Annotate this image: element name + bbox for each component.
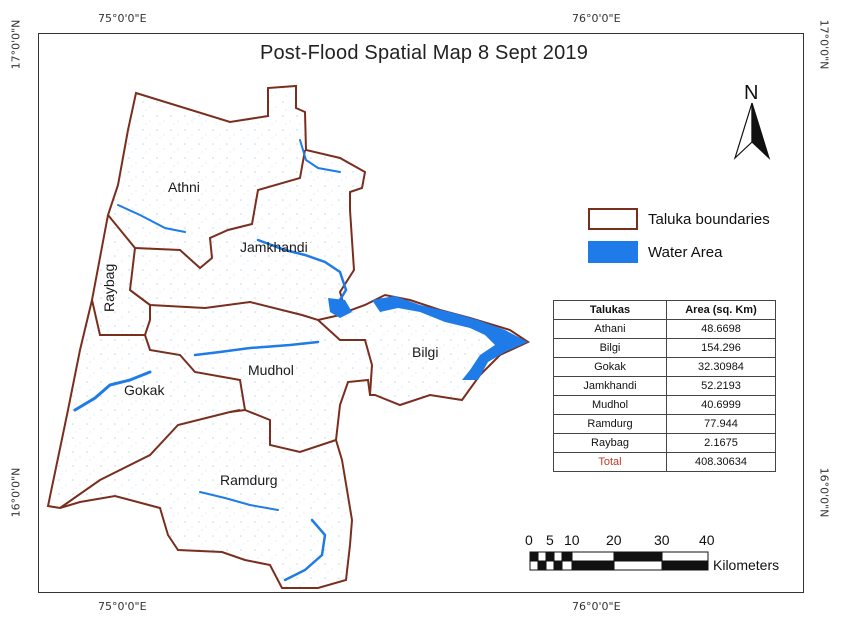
taluka-name: Gokak [553, 357, 667, 377]
river-athni [117, 204, 186, 233]
taluka-area: 154.296 [666, 338, 776, 358]
taluka-name: Jamkhandi [553, 376, 667, 396]
taluka-boundaries [59, 149, 374, 509]
table-row: Athani 48.6698 [553, 319, 776, 339]
north-arrow-icon [733, 102, 771, 160]
taluka-name: Mudhol [553, 395, 667, 415]
taluka-area: 77.944 [666, 414, 776, 434]
river-mudhol [193, 340, 320, 357]
map-title: Post-Flood Spatial Map 8 Sept 2019 [259, 42, 589, 64]
scale-unit: Kilometers [713, 557, 780, 573]
table-header-row: Talukas Area (sq. Km) [553, 300, 776, 320]
river-gokak [73, 370, 152, 412]
legend-taluka-boundaries: Taluka boundaries [588, 208, 770, 230]
north-label: N [744, 82, 758, 104]
water-areas [328, 296, 528, 380]
taluka-name: Raybag [553, 433, 667, 453]
taluka-area: 32.30984 [666, 357, 776, 377]
boundary-mudhol-bilgi [317, 319, 374, 396]
table-total-row: Total 408.30634 [553, 452, 776, 472]
river-ramdurg [283, 518, 327, 582]
total-value: 408.30634 [666, 452, 776, 472]
scale-tick-20: 20 [606, 532, 622, 548]
taluka-area: 40.6999 [666, 395, 776, 415]
river-jamkhandi [256, 238, 348, 302]
water-swatch [588, 241, 638, 263]
water-bilgi-west [328, 298, 352, 318]
scale-tick-5: 5 [546, 532, 554, 548]
legend-water-area: Water Area [588, 241, 722, 263]
area-table: Talukas Area (sq. Km) Athani 48.6698 Bilg… [553, 300, 776, 472]
label-athni: Athni [168, 179, 200, 195]
coord-bottom-left: 75°0'0"E [98, 600, 147, 613]
boundary-gokak-ramdurg [59, 409, 241, 509]
river-jamkhandi-north [299, 139, 341, 173]
boundary-swatch [588, 208, 638, 230]
label-ramdurg: Ramdurg [220, 472, 278, 488]
rivers [73, 139, 348, 582]
table-row: Ramdurg 77.944 [553, 414, 776, 434]
coord-top-left: 75°0'0"E [98, 12, 147, 25]
label-bilgi: Bilgi [412, 344, 438, 360]
taluka-name: Athani [553, 319, 667, 339]
scale-tick-40: 40 [699, 532, 715, 548]
river-ramdurg-2 [199, 491, 279, 511]
scale-tick-0: 0 [525, 532, 533, 548]
label-mudhol: Mudhol [248, 362, 294, 378]
table-row: Mudhol 40.6999 [553, 395, 776, 415]
total-label: Total [553, 452, 667, 472]
scale-tick-10: 10 [564, 532, 580, 548]
taluka-name: Ramdurg [553, 414, 667, 434]
taluka-area: 52.2193 [666, 376, 776, 396]
table-row: Raybag 2.1675 [553, 433, 776, 453]
taluka-area: 2.1675 [666, 433, 776, 453]
table-row: Jamkhandi 52.2193 [553, 376, 776, 396]
coord-bottom-right: 76°0'0"E [572, 600, 621, 613]
legend-boundaries-label: Taluka boundaries [648, 210, 770, 228]
label-raybag: Raybag [101, 264, 117, 312]
taluka-name: Bilgi [553, 338, 667, 358]
scale-bar [529, 551, 709, 571]
taluka-area: 48.6698 [666, 319, 776, 339]
water-bilgi-east [372, 296, 528, 380]
boundary-raybag-east [91, 289, 151, 336]
legend-water-label: Water Area [648, 243, 723, 261]
label-jamkhandi: Jamkhandi [240, 239, 308, 255]
table-row: Bilgi 154.296 [553, 338, 776, 358]
district-area [46, 84, 531, 589]
scale-tick-30: 30 [654, 532, 670, 548]
boundary-athni-jamkhandi [107, 149, 306, 270]
boundary-mudhol-ramdurg [244, 409, 337, 454]
label-gokak: Gokak [124, 382, 165, 398]
coord-top-right: 76°0'0"E [572, 12, 621, 25]
table-row: Gokak 32.30984 [553, 357, 776, 377]
header-area: Area (sq. Km) [666, 300, 776, 320]
header-talukas: Talukas [553, 300, 667, 320]
